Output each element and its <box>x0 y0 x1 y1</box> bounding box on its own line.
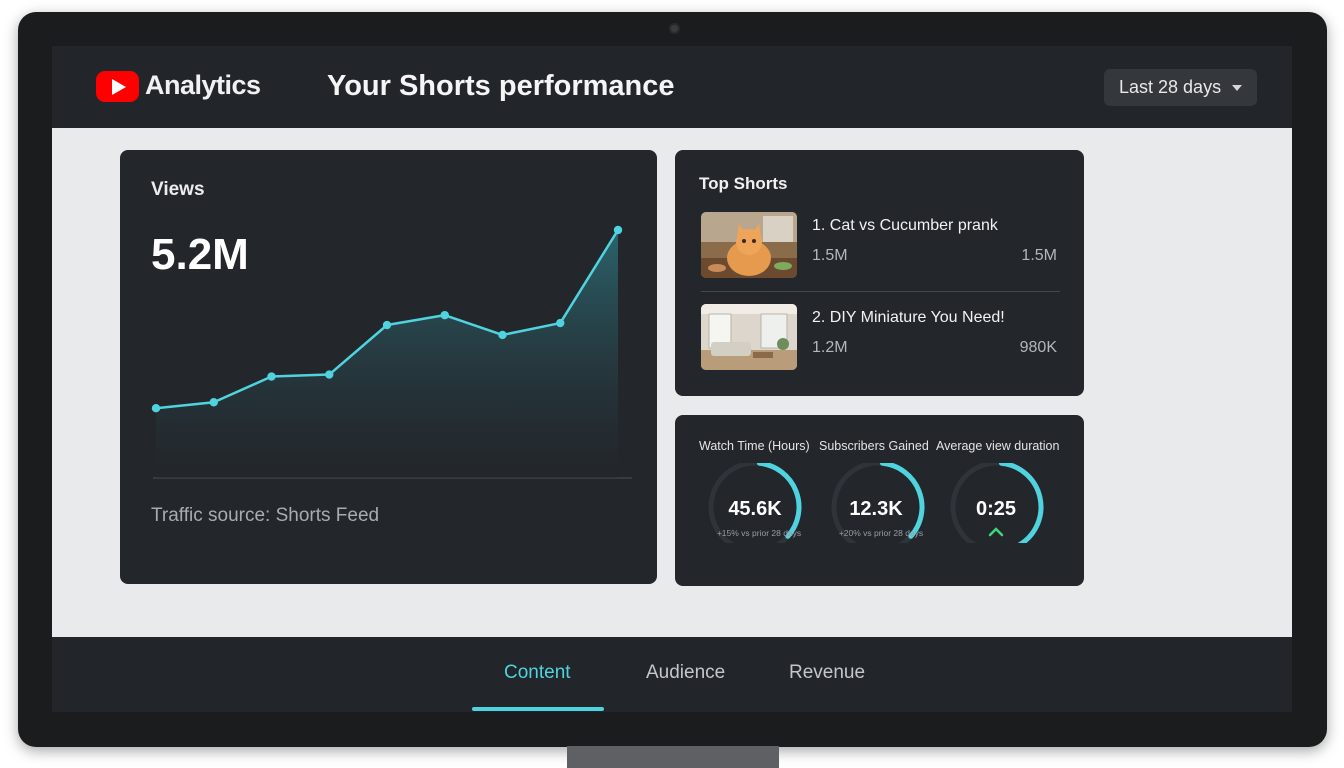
tab-content[interactable]: Content <box>504 662 571 683</box>
watch-time-value: 45.6K <box>728 498 782 520</box>
views-data-point[interactable] <box>382 320 392 330</box>
youtube-logo-icon[interactable] <box>96 71 139 102</box>
brand-name: Analytics <box>145 70 261 100</box>
tab-revenue[interactable]: Revenue <box>789 662 866 683</box>
short-stat-primary: 1.2M <box>812 339 848 356</box>
views-data-point[interactable] <box>556 318 565 328</box>
gauge-fill-arc <box>998 463 1044 543</box>
short-stat-primary: 1.5M <box>812 247 848 264</box>
short-title: 2. DIY Miniature You Need! <box>812 309 1005 326</box>
subscribers-label: Subscribers Gained <box>819 439 929 453</box>
views-trend-chart <box>151 225 632 479</box>
avg-duration-label: Average view duration <box>936 439 1060 453</box>
views-data-point[interactable] <box>151 404 161 413</box>
gauge-fill-arc <box>879 463 925 539</box>
short-stat-secondary: 980K <box>1019 339 1057 356</box>
top-short-item[interactable]: 1. Cat vs Cucumber prank 1.5M 1.5M <box>701 212 1061 280</box>
views-area <box>156 230 618 478</box>
top-short-item[interactable]: 2. DIY Miniature You Need! 1.2M 980K <box>701 304 1061 372</box>
top-shorts-card: Top Shorts 1. Cat vs Cuc <box>675 150 1084 396</box>
watch-time-change: +15% vs prior 28 days <box>716 528 802 538</box>
short-stat-secondary: 1.5M <box>1021 247 1057 264</box>
living-room-thumbnail <box>701 304 797 370</box>
subscribers-value: 12.3K <box>849 498 903 520</box>
gauge-fill-arc <box>756 463 802 539</box>
short-title: 1. Cat vs Cucumber prank <box>812 217 998 234</box>
views-label: Views <box>151 179 205 200</box>
active-tab-indicator <box>472 707 604 711</box>
watch-time-gauge <box>708 463 802 543</box>
views-data-point[interactable] <box>498 330 507 340</box>
tab-audience[interactable]: Audience <box>646 662 726 683</box>
subscribers-change: +20% vs prior 28 days <box>838 528 924 538</box>
date-range-dropdown[interactable]: Last 28 days <box>1104 69 1257 106</box>
watch-time-label: Watch Time (Hours) <box>699 439 810 453</box>
webcam-icon <box>669 23 680 34</box>
top-bar: Analytics Your Shorts performance Last 2… <box>52 46 1292 128</box>
views-card[interactable]: Views 5.2M Traffic source: Shorts Feed <box>120 150 657 584</box>
page-title: Your Shorts performance <box>327 70 675 102</box>
views-value: 5.2M <box>151 230 249 279</box>
views-data-point[interactable] <box>440 310 449 320</box>
traffic-source: Traffic source: Shorts Feed <box>151 505 380 526</box>
subscribers-gauge <box>831 463 925 543</box>
chevron-up-icon <box>988 527 1004 537</box>
bottom-tab-bar: Content Audience Revenue <box>52 637 1292 712</box>
list-divider <box>701 291 1060 292</box>
cat-thumbnail <box>701 212 797 278</box>
views-data-point[interactable] <box>267 372 276 381</box>
date-range-label: Last 28 days <box>1119 77 1222 97</box>
top-shorts-title: Top Shorts <box>699 174 788 193</box>
avg-duration-value: 0:25 <box>975 498 1017 520</box>
caret-down-icon <box>1232 85 1242 91</box>
analytics-screen: Analytics Your Shorts performance Last 2… <box>52 46 1292 712</box>
monitor-stand <box>567 746 779 768</box>
views-data-point[interactable] <box>613 225 623 235</box>
avg-duration-gauge <box>950 463 1044 543</box>
metrics-card: Watch Time (Hours) Subscribers Gained Av… <box>675 415 1084 586</box>
views-data-point[interactable] <box>325 370 334 379</box>
views-data-point[interactable] <box>209 398 218 407</box>
